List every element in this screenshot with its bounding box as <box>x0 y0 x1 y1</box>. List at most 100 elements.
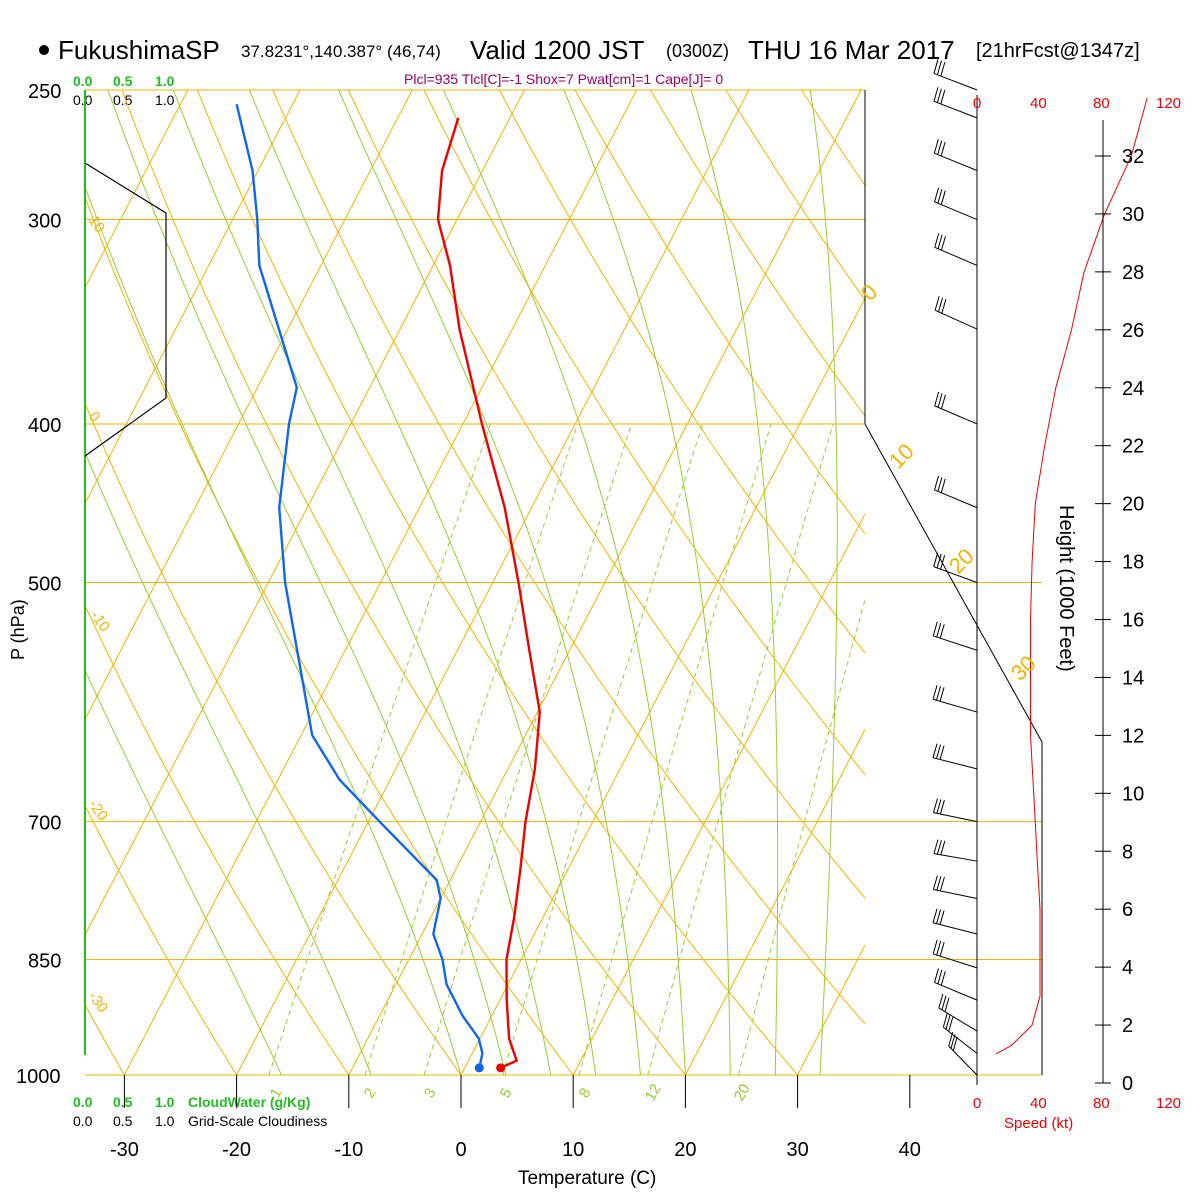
wind-barb-shaft <box>932 922 978 935</box>
wind-barb-flag <box>950 1034 956 1049</box>
speed-tick-bottom: 120 <box>1156 1095 1181 1112</box>
wind-barb-flag <box>938 297 943 312</box>
temperature-tick-label: 10 <box>562 1139 584 1161</box>
mixing-ratio-line <box>423 423 632 1075</box>
height-tick-label: 12 <box>1122 725 1144 747</box>
wind-barb-shaft <box>933 853 978 862</box>
pressure-tick-label: 250 <box>28 81 61 103</box>
wind-barb-flag <box>936 840 942 855</box>
pressure-tick-label: 300 <box>28 211 61 233</box>
adiabat-label: -10 <box>87 608 113 636</box>
isotherm-label: 30 <box>1006 651 1041 686</box>
wind-barb-flag <box>939 910 945 925</box>
height-tick-label: 14 <box>1122 667 1144 689</box>
wind-barb-shaft <box>933 100 978 119</box>
wind-barb-flag <box>936 876 942 891</box>
dry-adiabat-line <box>0 61 31 1110</box>
wind-barb-flag <box>940 840 946 855</box>
wind-barb-shaft <box>934 152 978 171</box>
moist-adiabat-line <box>172 90 552 1075</box>
wind-barb-flag <box>938 993 944 1009</box>
y-axis-title: P (hPa) <box>8 599 28 660</box>
height-tick-label: 18 <box>1122 552 1144 574</box>
height-tick-label: 30 <box>1122 204 1144 226</box>
speed-tick-bottom: 80 <box>1093 1095 1110 1112</box>
wind-barb-flag <box>940 478 946 493</box>
wind-barb-shaft <box>933 812 978 823</box>
wind-barb-shaft <box>938 1007 978 1032</box>
wind-barb-flag <box>932 798 938 813</box>
cloud-frame-path <box>84 162 167 457</box>
speed-tick-bottom: 40 <box>1030 1095 1047 1112</box>
temperature-tick-label: 40 <box>899 1139 921 1161</box>
wind-barb-shaft <box>934 489 978 509</box>
wind-barb-flag <box>941 299 947 314</box>
forecast-info: [21hrFcst@1347z] <box>976 40 1140 62</box>
wind-barb-shaft <box>934 981 978 1001</box>
pressure-tick-label: 1000 <box>16 1066 61 1088</box>
dry-adiabat-line <box>121 90 687 1075</box>
wind-barb-shaft <box>933 889 978 899</box>
x-axis-title: Temperature (C) <box>518 1168 656 1189</box>
height-tick-label: 22 <box>1122 436 1144 458</box>
wind-barb-flag <box>945 1015 951 1030</box>
pressure-tick-label: 850 <box>28 951 61 973</box>
station-dot-icon <box>39 45 49 55</box>
zulu-time: (0300Z) <box>666 41 729 61</box>
tropopause-frame-line <box>864 423 1043 743</box>
temperature-tick-label: -10 <box>334 1139 363 1161</box>
dry-adiabat-line <box>85 196 574 1075</box>
cloudwater-tick-top: 0.5 <box>113 73 133 89</box>
cloudwater-tick-top: 0.0 <box>73 73 93 89</box>
wind-speed-panel: 0040408080120120024681012141618202224262… <box>973 95 1181 1112</box>
height-tick-label: 26 <box>1122 320 1144 342</box>
wind-barb-shaft <box>948 1045 978 1076</box>
valid-time: Valid 1200 JST <box>470 35 645 65</box>
wind-barb-flag <box>937 140 943 155</box>
wind-barb-flag <box>939 745 945 760</box>
temperature-tick-label: 30 <box>786 1139 808 1161</box>
wind-barb-flag <box>942 1013 948 1028</box>
wind-barb-flag <box>936 799 942 814</box>
height-tick-label: 0 <box>1122 1073 1133 1095</box>
wind-barb-flag <box>940 190 946 205</box>
dry-adiabat-line <box>1156 61 1200 1110</box>
height-tick-label: 16 <box>1122 610 1144 632</box>
moist-adiabat-line <box>85 451 372 1075</box>
wind-barb-flag <box>939 876 945 892</box>
wind-barb-flag <box>936 60 942 75</box>
wind-barb-flag <box>937 969 943 984</box>
wind-barb-flag <box>933 552 939 567</box>
wind-barb-flag <box>936 553 942 569</box>
wind-barb-flag <box>939 687 945 702</box>
mixing-ratio-label: 8 <box>576 1085 595 1101</box>
height-tick-label: 20 <box>1122 494 1144 516</box>
wind-barb-flag <box>937 189 943 204</box>
dry-adiabat-line <box>649 90 865 417</box>
wind-barb-flag <box>940 555 946 570</box>
height-tick-label: 6 <box>1122 899 1133 921</box>
dewpoint-line <box>235 103 484 1069</box>
grid-clip <box>0 61 1200 1110</box>
wind-barb-flag <box>934 391 940 407</box>
height-tick-label: 28 <box>1122 262 1144 284</box>
pressure-tick-label: 500 <box>28 574 61 596</box>
wind-barb-flag <box>940 141 946 157</box>
wind-barb-flag <box>944 997 950 1012</box>
wind-barb-flag <box>937 393 943 408</box>
speed-tick-top: 0 <box>973 95 981 112</box>
wind-barb-flag <box>937 477 943 492</box>
wind-barb-flag <box>940 89 946 105</box>
dry-adiabat-line <box>272 90 865 1025</box>
cloudwater-label: CloudWater (g/Kg) <box>188 1094 310 1110</box>
mixing-ratio-label: 20 <box>731 1081 754 1104</box>
dry-adiabat-line <box>196 90 799 1075</box>
mixing-ratio-line <box>268 423 491 1075</box>
wind-barb-flag <box>934 475 939 491</box>
moist-adiabat-line <box>563 90 731 1075</box>
wind-barb-flag <box>937 234 943 249</box>
wind-barb-shaft <box>934 201 978 221</box>
temperature-tick-label: -30 <box>110 1139 139 1161</box>
moist-adiabat-line <box>85 185 462 1075</box>
